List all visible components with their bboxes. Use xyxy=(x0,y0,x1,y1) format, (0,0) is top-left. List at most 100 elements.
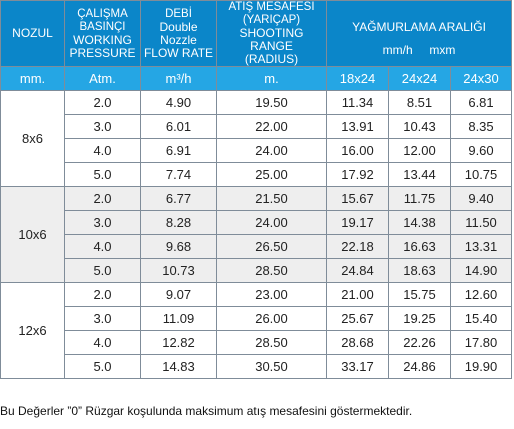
spacing-cell: 15.40 xyxy=(449,306,513,331)
spacing-cell: 19.17 xyxy=(326,210,389,235)
table-row: 5.0 14.83 30.50 33.17 24.86 19.90 xyxy=(1,354,513,379)
pressure-cell: 4.0 xyxy=(64,234,141,259)
unit-spacing-24x30: 24x30 xyxy=(449,66,513,91)
header-flow: DEBİ Double Nozzle FLOW RATE xyxy=(140,0,217,67)
flow-cell: 6.01 xyxy=(140,114,217,139)
header-spacing: YAĞMURLAMA ARALIĞI mm/h mxm xyxy=(325,0,513,67)
flow-cell: 4.90 xyxy=(140,90,217,115)
spacing-cell: 11.75 xyxy=(388,186,451,211)
pressure-cell: 5.0 xyxy=(64,354,141,379)
header-row: NOZUL ÇALIŞMA BASINÇI WORKING PRESSURE D… xyxy=(0,0,513,67)
flow-cell: 9.07 xyxy=(140,282,217,307)
spacing-cell: 13.91 xyxy=(326,114,389,139)
spacing-cell: 12.00 xyxy=(388,138,451,163)
spacing-cell: 24.84 xyxy=(326,258,389,283)
header-pressure-line: ÇALIŞMA xyxy=(77,7,128,20)
spacing-cell: 18.63 xyxy=(388,258,451,283)
spacing-cell: 33.17 xyxy=(326,354,389,379)
spacing-cell: 28.68 xyxy=(326,330,389,355)
table-row: 5.0 10.73 28.50 24.84 18.63 14.90 xyxy=(1,258,513,283)
spacing-cell: 11.50 xyxy=(449,210,513,235)
range-cell: 23.00 xyxy=(216,282,327,307)
spacing-cell: 9.60 xyxy=(449,138,513,163)
spacing-cell: 24.86 xyxy=(388,354,451,379)
range-cell: 26.00 xyxy=(216,306,327,331)
table-row: 5.0 7.74 25.00 17.92 13.44 10.75 xyxy=(1,162,513,187)
nozzle-cell: 10x6 xyxy=(0,186,65,283)
pressure-cell: 3.0 xyxy=(64,306,141,331)
range-cell: 30.50 xyxy=(216,354,327,379)
pressure-cell: 2.0 xyxy=(64,90,141,115)
range-cell: 28.50 xyxy=(216,330,327,355)
header-nozzle: NOZUL xyxy=(0,0,65,67)
range-cell: 26.50 xyxy=(216,234,327,259)
flow-cell: 10.73 xyxy=(140,258,217,283)
range-cell: 24.00 xyxy=(216,138,327,163)
spacing-cell: 9.40 xyxy=(449,186,513,211)
table-row: 4.0 12.82 28.50 28.68 22.26 17.80 xyxy=(1,330,513,355)
table-row: 8x6 2.0 4.90 19.50 11.34 8.51 6.81 xyxy=(0,90,513,187)
table-row: 3.0 6.01 22.00 13.91 10.43 8.35 xyxy=(1,114,513,139)
range-cell: 28.50 xyxy=(216,258,327,283)
header-flow-line: Double Nozzle xyxy=(159,19,198,47)
spacing-cell: 8.35 xyxy=(449,114,513,139)
spacing-cell: 13.31 xyxy=(449,234,513,259)
footnote: Bu Değerler ”0” Rüzgar koşulunda maksimu… xyxy=(0,404,413,418)
table-row: 4.0 6.91 24.00 16.00 12.00 9.60 xyxy=(1,138,513,163)
spacing-cell: 10.43 xyxy=(388,114,451,139)
spacing-cell: 19.25 xyxy=(388,306,451,331)
header-pressure: ÇALIŞMA BASINÇI WORKING PRESSURE xyxy=(64,0,141,67)
table-body: 8x6 2.0 4.90 19.50 11.34 8.51 6.81 3.0 6… xyxy=(0,90,513,379)
pressure-cell: 5.0 xyxy=(64,162,141,187)
spacing-cell: 6.81 xyxy=(449,90,513,115)
spacing-cell: 10.75 xyxy=(449,162,513,187)
unit-pressure: Atm. xyxy=(64,66,141,91)
unit-flow: m³/h xyxy=(140,66,217,91)
flow-cell: 6.91 xyxy=(140,138,217,163)
pressure-cell: 2.0 xyxy=(64,186,141,211)
pressure-cell: 4.0 xyxy=(64,330,141,355)
range-cell: 22.00 xyxy=(216,114,327,139)
spacing-cell: 13.44 xyxy=(388,162,451,187)
flow-cell: 11.09 xyxy=(140,306,217,331)
unit-spacing-18x24: 18x24 xyxy=(326,66,389,91)
flow-cell: 7.74 xyxy=(140,162,217,187)
table-row: 4.0 9.68 26.50 22.18 16.63 13.31 xyxy=(1,234,513,259)
spacing-cell: 14.38 xyxy=(388,210,451,235)
nozzle-cell: 12x6 xyxy=(0,282,65,379)
flow-cell: 14.83 xyxy=(140,354,217,379)
header-spacing-unit: mm/h mxm xyxy=(382,42,456,57)
unit-range: m. xyxy=(216,66,327,91)
table-row: 10x6 2.0 6.77 21.50 15.67 11.75 9.40 xyxy=(0,186,513,283)
spacing-cell: 12.60 xyxy=(449,282,513,307)
range-cell: 21.50 xyxy=(216,186,327,211)
units-row: mm. Atm. m³/h m. 18x24 24x24 24x30 xyxy=(0,66,513,91)
unit-nozzle: mm. xyxy=(0,66,65,91)
unit-spacing-24x24: 24x24 xyxy=(388,66,451,91)
spacing-cell: 15.75 xyxy=(388,282,451,307)
header-spacing-title: YAĞMURLAMA ARALIĞI xyxy=(352,19,486,34)
range-cell: 25.00 xyxy=(216,162,327,187)
spacing-cell: 17.92 xyxy=(326,162,389,187)
spacing-cell: 25.67 xyxy=(326,306,389,331)
spacing-cell: 14.90 xyxy=(449,258,513,283)
header-pressure-line: PRESSURE xyxy=(69,45,136,60)
spacing-cell: 21.00 xyxy=(326,282,389,307)
table-row: 12x6 2.0 9.07 23.00 21.00 15.75 12.60 xyxy=(0,282,513,379)
spacing-cell: 16.63 xyxy=(388,234,451,259)
spacing-cell: 22.26 xyxy=(388,330,451,355)
spacing-cell: 11.34 xyxy=(326,90,389,115)
nozzle-cell: 8x6 xyxy=(0,90,65,187)
spacing-cell: 16.00 xyxy=(326,138,389,163)
header-flow-line: DEBİ xyxy=(165,7,192,20)
header-flow-line: FLOW RATE xyxy=(143,45,214,60)
pressure-cell: 3.0 xyxy=(64,210,141,235)
header-range: ATIŞ MESAFESİ (YARIÇAP) SHOOTING RANGE (… xyxy=(216,0,327,67)
spacing-cell: 15.67 xyxy=(326,186,389,211)
header-pressure-line: WORKING xyxy=(73,32,132,47)
header-range-line: ATIŞ MESAFESİ xyxy=(228,1,315,14)
pressure-cell: 3.0 xyxy=(64,114,141,139)
header-range-line: (YARIÇAP) xyxy=(242,14,301,26)
pressure-cell: 2.0 xyxy=(64,282,141,307)
pressure-cell: 4.0 xyxy=(64,138,141,163)
